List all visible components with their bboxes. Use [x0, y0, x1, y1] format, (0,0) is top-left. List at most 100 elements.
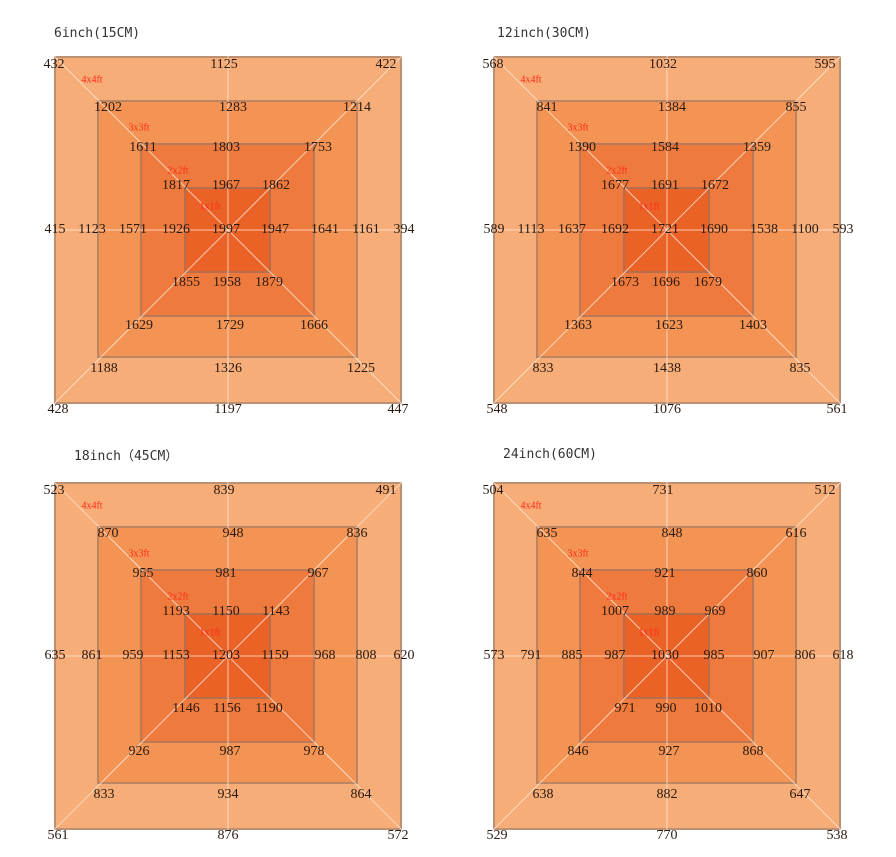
ppfd-ring4-center: 1030: [651, 648, 679, 663]
zone-label: 4x4ft: [81, 500, 103, 512]
zone-label: 3x3ft: [128, 122, 150, 134]
ppfd-ring2-top: 948: [222, 526, 244, 541]
ppfd-ring1-top-left: 568: [482, 57, 504, 72]
ppfd-ring1-bottom-left: 529: [486, 828, 508, 843]
ppfd-ring1-top: 839: [213, 483, 235, 498]
ppfd-ring4-top-left: 1193: [162, 604, 190, 619]
zone-label: 2x2ft: [606, 165, 628, 177]
ppfd-ring1-bottom-right: 447: [387, 402, 409, 417]
ppfd-ring1-bottom-right: 572: [387, 828, 409, 843]
ppfd-ring2-top-right: 1214: [343, 100, 371, 115]
ppfd-ring3-right: 1641: [311, 222, 339, 237]
ppfd-ring4-top-left: 1007: [601, 604, 629, 619]
ppfd-panel: 568 1032 595 589 593 548 1076 561 841 1384 855 1113…: [483, 55, 854, 417]
ppfd-ring1-right: 593: [832, 222, 854, 237]
ppfd-ring4-bottom-right: 1679: [694, 275, 722, 290]
ppfd-ring4-top: 1150: [212, 604, 240, 619]
ppfd-ring3-left: 885: [561, 648, 583, 663]
zone-label: 2x2ft: [167, 591, 189, 603]
ppfd-ring3-bottom-right: 868: [742, 744, 764, 759]
ppfd-ring3-right: 968: [314, 648, 336, 663]
ppfd-ring1-top-right: 595: [814, 57, 836, 72]
zone-label: 2x2ft: [167, 165, 189, 177]
ppfd-ring1-top: 731: [652, 483, 674, 498]
ppfd-ring2-bottom-right: 864: [350, 787, 372, 802]
ppfd-ring1-right: 620: [393, 648, 415, 663]
ppfd-ring3-bottom-right: 1666: [300, 318, 328, 333]
ppfd-ring4-top-right: 1672: [701, 178, 729, 193]
ppfd-ring1-bottom: 770: [656, 828, 678, 843]
ppfd-ring1-left: 573: [483, 648, 505, 663]
ppfd-ring2-top-left: 635: [536, 526, 558, 541]
ppfd-ring1-left: 589: [483, 222, 505, 237]
ppfd-ring3-top-right: 1359: [743, 140, 771, 155]
ppfd-ring1-top-left: 523: [43, 483, 65, 498]
ppfd-ring2-bottom: 1438: [653, 361, 681, 376]
ppfd-ring1-right: 618: [832, 648, 854, 663]
panel-title: 12inch(30CM): [497, 26, 591, 41]
grid-lines: [492, 481, 842, 831]
ppfd-ring1-bottom-left: 428: [47, 402, 69, 417]
ppfd-ring1-bottom-left: 548: [486, 402, 508, 417]
ppfd-ring2-right: 1100: [791, 222, 819, 237]
ppfd-ring2-top-left: 1202: [94, 100, 122, 115]
ppfd-ring3-bottom: 927: [658, 744, 680, 759]
panel-title: 6inch(15CM): [54, 26, 141, 41]
ppfd-ring4-right: 985: [703, 648, 725, 663]
zone-label: 3x3ft: [567, 548, 589, 560]
ppfd-ring1-bottom-right: 561: [826, 402, 848, 417]
ppfd-ring4-bottom-left: 971: [614, 701, 636, 716]
ppfd-ring4-bottom-right: 1010: [694, 701, 722, 716]
ppfd-ring1-left: 415: [44, 222, 66, 237]
ppfd-ring4-left: 987: [604, 648, 626, 663]
ppfd-ring3-top-left: 1611: [129, 140, 157, 155]
ppfd-ring2-top: 1283: [219, 100, 247, 115]
ppfd-ring4-top-left: 1677: [601, 178, 629, 193]
ppfd-ring2-bottom-right: 835: [789, 361, 811, 376]
ppfd-ring1-right: 394: [393, 222, 415, 237]
ppfd-ring4-right: 1159: [261, 648, 289, 663]
ppfd-ring2-left: 1113: [517, 222, 545, 237]
ppfd-ring4-bottom: 1156: [213, 701, 241, 716]
zone-label: 4x4ft: [81, 74, 103, 86]
ppfd-ring4-left: 1153: [162, 648, 190, 663]
ppfd-ring2-bottom: 934: [217, 787, 239, 802]
ppfd-ring3-top: 1803: [212, 140, 240, 155]
ppfd-ring4-top: 989: [654, 604, 676, 619]
ppfd-ring3-bottom-left: 1363: [564, 318, 592, 333]
ppfd-ring2-bottom-left: 1188: [90, 361, 118, 376]
ppfd-ring4-bottom: 1958: [213, 275, 241, 290]
ppfd-ring4-left: 1692: [601, 222, 629, 237]
ppfd-ring2-right: 806: [794, 648, 816, 663]
ppfd-ring3-top: 921: [654, 566, 676, 581]
ppfd-ring2-top: 848: [661, 526, 683, 541]
ppfd-ring4-center: 1203: [212, 648, 240, 663]
ppfd-ring4-bottom-left: 1673: [611, 275, 639, 290]
ppfd-ring3-top-right: 1753: [304, 140, 332, 155]
ppfd-ring4-bottom: 990: [655, 701, 677, 716]
panel-title: 18inch（45CM）: [74, 449, 179, 464]
ppfd-ring4-top-right: 969: [704, 604, 726, 619]
ppfd-ring3-bottom-left: 846: [567, 744, 589, 759]
ppfd-ring3-bottom: 1729: [216, 318, 244, 333]
ppfd-ring1-top: 1125: [210, 57, 238, 72]
ppfd-ring1-top-right: 491: [375, 483, 397, 498]
ppfd-ring4-right: 1947: [261, 222, 289, 237]
ppfd-ring3-right: 907: [753, 648, 775, 663]
ppfd-ring2-top-left: 841: [536, 100, 558, 115]
ppfd-ring2-bottom-right: 1225: [347, 361, 375, 376]
ppfd-ring3-top-right: 967: [307, 566, 329, 581]
ppfd-ring2-left: 861: [81, 648, 103, 663]
ppfd-ring3-top: 1584: [651, 140, 679, 155]
ppfd-ring1-top: 1032: [649, 57, 677, 72]
ppfd-ring2-right: 1161: [352, 222, 380, 237]
ppfd-ring2-right: 808: [355, 648, 377, 663]
ppfd-ring2-bottom-left: 833: [93, 787, 115, 802]
ppfd-ring3-top-left: 1390: [568, 140, 596, 155]
ppfd-ring3-right: 1538: [750, 222, 778, 237]
ppfd-ring1-left: 635: [44, 648, 66, 663]
ppfd-ring4-left: 1926: [162, 222, 190, 237]
ppfd-ring3-bottom: 1623: [655, 318, 683, 333]
ppfd-ring4-center: 1997: [212, 222, 240, 237]
ppfd-ring2-top-right: 836: [346, 526, 368, 541]
